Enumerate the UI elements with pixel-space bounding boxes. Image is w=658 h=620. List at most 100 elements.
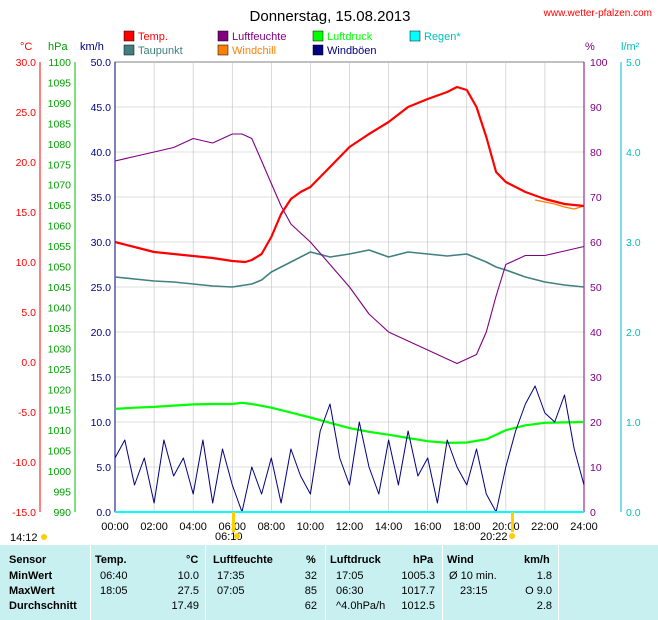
row-label: MinWert bbox=[9, 570, 53, 582]
weather-chart: Donnerstag, 15.08.2013 www.wetter-pfalze… bbox=[10, 8, 652, 544]
tick-label-kmh: 0.0 bbox=[96, 507, 111, 519]
series-line-luftfeuchte bbox=[114, 133, 585, 365]
tick-label-percent: 20 bbox=[590, 417, 602, 429]
pressure-value: 1017.7 bbox=[401, 585, 435, 597]
pressure-value: 1005.3 bbox=[401, 570, 435, 582]
site-link[interactable]: www.wetter-pfalzen.com bbox=[543, 8, 652, 19]
series-line-windchill bbox=[534, 199, 585, 210]
legend-swatch bbox=[312, 44, 324, 56]
tick-label-hpa: 1030 bbox=[48, 343, 72, 355]
legend-swatch bbox=[312, 30, 324, 42]
tick-label-kmh: 5.0 bbox=[96, 462, 111, 474]
tick-label-celsius: 0.0 bbox=[21, 357, 36, 369]
row-label: Durchschnitt bbox=[9, 600, 77, 612]
humidity-value: 62 bbox=[304, 600, 317, 612]
tick-label-hpa: 1015 bbox=[48, 405, 72, 417]
tick-label-kmh: 35.0 bbox=[91, 192, 112, 204]
stats-divider bbox=[558, 545, 559, 620]
left-sun-icon bbox=[41, 534, 47, 540]
stats-row: MaxWert 18:05 27.5 07:05 85 06:30 1017.7… bbox=[0, 584, 658, 599]
tick-label-percent: 0 bbox=[590, 507, 596, 519]
wind-value: O 9.0 bbox=[525, 585, 552, 597]
tick-label-percent: 100 bbox=[590, 57, 608, 69]
tick-label-percent: 80 bbox=[590, 147, 602, 159]
tick-label-time: 08:00 bbox=[258, 521, 286, 533]
humidity-value: 32 bbox=[304, 570, 317, 582]
temp-value: 10.0 bbox=[177, 570, 199, 582]
legend-label: Luftdruck bbox=[327, 31, 373, 43]
tick-label-percent: 10 bbox=[590, 462, 602, 474]
tick-label-lm2: 4.0 bbox=[626, 147, 641, 159]
hdr-wind-unit: km/h bbox=[524, 554, 550, 566]
tick-label-percent: 60 bbox=[590, 237, 602, 249]
stats-header-row: Sensor Temp. °C Luftfeuchte % Luftdruck … bbox=[0, 553, 658, 568]
legend-label: Regen* bbox=[424, 31, 461, 43]
tick-label-hpa: 1095 bbox=[48, 77, 72, 89]
tick-label-lm2: 3.0 bbox=[626, 237, 641, 249]
legend-label: Windchill bbox=[232, 45, 276, 57]
temp-time: 18:05 bbox=[100, 585, 128, 597]
tick-label-lm2: 1.0 bbox=[626, 417, 641, 429]
tick-label-celsius: 30.0 bbox=[16, 57, 37, 69]
legend-label: Windböen bbox=[327, 45, 377, 57]
legend-label: Luftfeuchte bbox=[232, 31, 286, 43]
tick-label-kmh: 20.0 bbox=[91, 327, 112, 339]
tick-label-percent: 90 bbox=[590, 102, 602, 114]
stats-divider bbox=[325, 545, 326, 620]
tick-label-kmh: 25.0 bbox=[91, 282, 112, 294]
left-time-label: 14:12 bbox=[10, 532, 38, 544]
hdr-wind: Wind bbox=[447, 554, 474, 566]
tick-label-hpa: 1035 bbox=[48, 323, 72, 335]
tick-label-hpa: 1065 bbox=[48, 200, 72, 212]
tick-label-celsius: 25.0 bbox=[16, 107, 37, 119]
tick-label-hpa: 1040 bbox=[48, 302, 72, 314]
sunrise-icon bbox=[234, 533, 240, 539]
unit-hpa: hPa bbox=[48, 41, 68, 53]
tick-label-hpa: 1010 bbox=[48, 425, 72, 437]
pressure-time: ^4.0hPa/h bbox=[336, 600, 386, 612]
tick-label-hpa: 1050 bbox=[48, 262, 72, 274]
legend-swatch bbox=[123, 30, 135, 42]
tick-label-kmh: 40.0 bbox=[91, 147, 112, 159]
wind-value: 2.8 bbox=[536, 600, 552, 612]
tick-label-kmh: 45.0 bbox=[91, 102, 112, 114]
stats-row: MinWert 06:40 10.0 17:35 32 17:05 1005.3… bbox=[0, 569, 658, 584]
tick-label-hpa: 1055 bbox=[48, 241, 72, 253]
tick-label-hpa: 1060 bbox=[48, 221, 72, 233]
legend-swatch bbox=[217, 30, 229, 42]
tick-label-percent: 40 bbox=[590, 327, 602, 339]
sunset-marker bbox=[511, 512, 514, 532]
tick-label-kmh: 30.0 bbox=[91, 237, 112, 249]
hdr-humidity: Luftfeuchte bbox=[213, 554, 273, 566]
grid-lines bbox=[115, 62, 584, 512]
tick-label-time: 24:00 bbox=[570, 521, 598, 533]
tick-label-time: 10:00 bbox=[297, 521, 325, 533]
tick-label-hpa: 995 bbox=[53, 487, 71, 499]
hdr-temp: Temp. bbox=[95, 554, 127, 566]
tick-label-time: 04:00 bbox=[179, 521, 207, 533]
legend-swatch bbox=[409, 30, 421, 42]
wind-text: Ø 10 min. bbox=[449, 570, 497, 582]
tick-label-celsius: 10.0 bbox=[16, 257, 37, 269]
wind-value: 1.8 bbox=[536, 570, 552, 582]
tick-label-time: 22:00 bbox=[531, 521, 559, 533]
tick-label-celsius: -5.0 bbox=[18, 407, 36, 419]
temp-value: 27.5 bbox=[177, 585, 199, 597]
tick-label-lm2: 2.0 bbox=[626, 327, 641, 339]
tick-label-hpa: 1070 bbox=[48, 180, 72, 192]
data-series bbox=[114, 85, 585, 513]
tick-label-hpa: 1025 bbox=[48, 364, 72, 376]
tick-label-celsius: 5.0 bbox=[21, 307, 36, 319]
pressure-value: 1012.5 bbox=[401, 600, 435, 612]
tick-label-percent: 30 bbox=[590, 372, 602, 384]
legend-label: Temp. bbox=[138, 31, 168, 43]
stats-table: Sensor Temp. °C Luftfeuchte % Luftdruck … bbox=[0, 545, 658, 620]
temp-value: 17.49 bbox=[171, 600, 199, 612]
series-line-luftdruck bbox=[114, 401, 585, 444]
tick-label-hpa: 1000 bbox=[48, 466, 72, 478]
tick-label-time: 00:00 bbox=[101, 521, 129, 533]
stats-divider bbox=[442, 545, 443, 620]
chart-title: Donnerstag, 15.08.2013 bbox=[250, 8, 411, 25]
sunrise-marker bbox=[232, 512, 235, 532]
humidity-time: 07:05 bbox=[217, 585, 245, 597]
